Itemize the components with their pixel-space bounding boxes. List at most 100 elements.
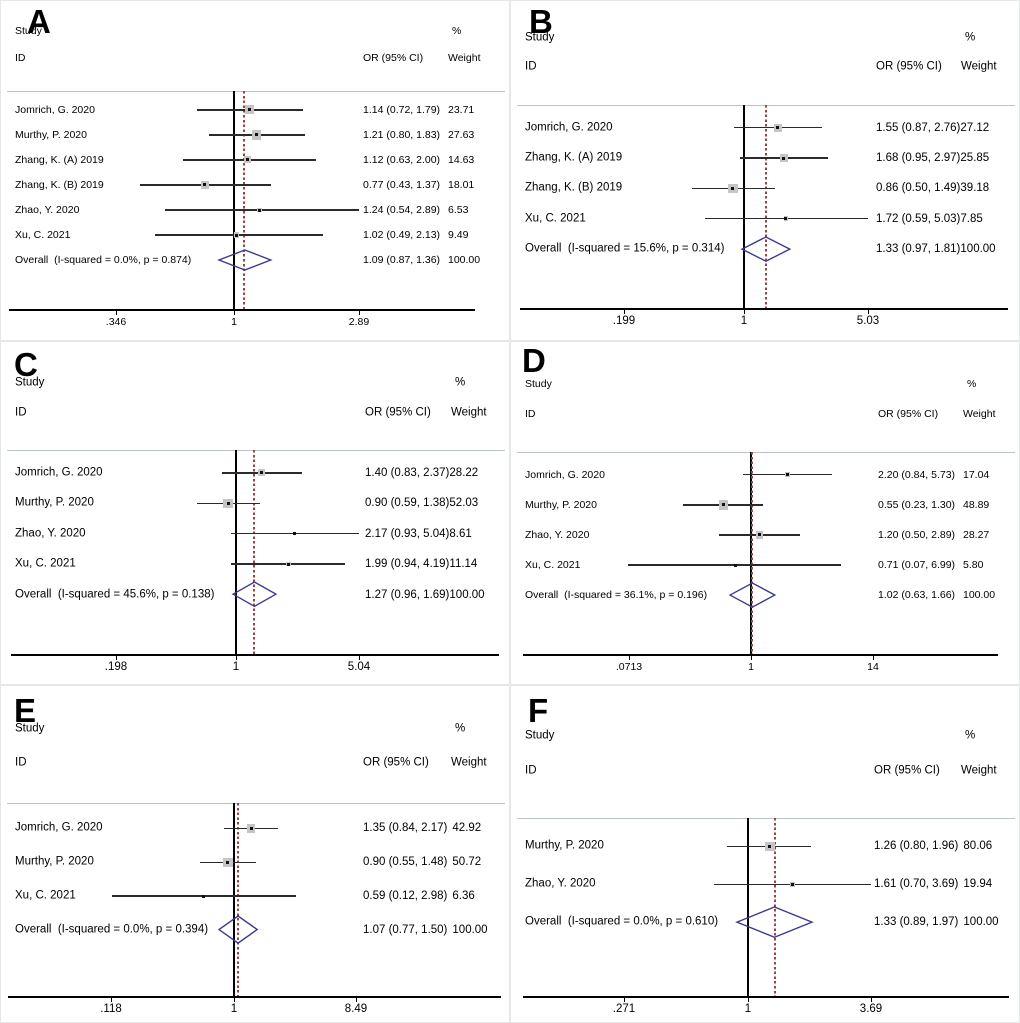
overall-diamond-shape (728, 582, 776, 609)
overall-label: Overall (I-squared = 15.6%, p = 0.314) (525, 242, 725, 255)
weight-header: Weight (961, 60, 997, 73)
overall-diamond-shape (735, 906, 814, 939)
point-estimate-dot (768, 844, 772, 848)
weight-value: 100.00 (963, 589, 996, 602)
weight-value: 6.36 (452, 890, 475, 903)
effect-text-row: 1.09 (0.87, 1.36) (363, 254, 440, 266)
weight-value: 18.01 (448, 178, 475, 191)
effect-text-row: 1.02 (0.63, 1.66) (878, 589, 955, 601)
effect-text-row: 1.07 (0.77, 1.50) 100.00 (363, 924, 488, 936)
percent-header: % (965, 729, 976, 742)
overall-label: Overall (I-squared = 45.6%, p = 0.138) (15, 588, 215, 601)
panel-letter: A (27, 3, 51, 40)
or-ci-value: 1.02 (0.49, 2.13) (363, 229, 441, 242)
or-ci-value: 1.07 (0.77, 1.50) (363, 923, 448, 936)
x-tick-label: 1 (230, 1003, 238, 1015)
or-ci-value: 1.21 (0.80, 1.83) (363, 128, 441, 141)
null-effect-line (743, 105, 745, 308)
or-ci-header: OR (95% CI) (365, 406, 431, 419)
effect-text-row: 1.20 (0.50, 2.89) (878, 529, 955, 541)
effect-text-row: 1.68 (0.95, 2.97) 25.85 (876, 152, 989, 164)
effect-text-row: 1.61 (0.70, 3.69) 19.94 (874, 878, 992, 890)
or-ci-value: 1.27 (0.96, 1.69) (365, 588, 450, 601)
header-rule (7, 450, 505, 451)
or-ci-value: 0.55 (0.23, 1.30) (878, 498, 956, 511)
or-ci-value: 0.59 (0.12, 2.98) (363, 890, 448, 903)
x-tick-label: 14 (867, 661, 879, 673)
point-estimate-dot (757, 533, 761, 537)
x-axis-line (520, 308, 1008, 310)
x-axis-line (9, 309, 475, 311)
study-label: Xu, C. 2021 (15, 889, 76, 902)
point-estimate-dot (286, 562, 290, 566)
effect-text-row: 0.59 (0.12, 2.98) 6.36 (363, 890, 475, 902)
weight-value: 9.49 (448, 229, 469, 242)
x-tick-label: 3.69 (859, 1003, 883, 1015)
or-ci-value: 1.24 (0.54, 2.89) (363, 204, 441, 217)
study-header-line1: Study (525, 377, 552, 390)
or-ci-value: 1.35 (0.84, 2.17) (363, 822, 448, 835)
or-ci-value: 1.40 (0.83, 2.37) (365, 466, 450, 479)
x-axis-tick (355, 998, 357, 1002)
effect-text-row: 0.90 (0.55, 1.48) 50.72 (363, 856, 481, 868)
point-estimate-dot (791, 882, 795, 886)
effect-text-row: 1.26 (0.80, 1.96) 80.06 (874, 840, 992, 852)
study-header-line2: ID (15, 51, 26, 64)
panel-letter: E (14, 692, 37, 729)
or-ci-value: 1.33 (0.89, 1.97) (874, 916, 959, 929)
overall-diamond (216, 249, 273, 271)
overall-dashed-line (765, 105, 767, 308)
percent-header: % (967, 377, 977, 390)
weight-value: 23.71 (448, 103, 475, 116)
x-axis-tick (110, 998, 112, 1002)
point-estimate-dot (226, 501, 230, 505)
study-header-line2: ID (15, 406, 27, 419)
ci-line (165, 209, 359, 211)
study-label: Zhang, K. (A) 2019 (525, 151, 623, 164)
effect-text-row: 2.17 (0.93, 5.04) 8.61 (365, 528, 472, 540)
overall-diamond-shape (217, 915, 259, 945)
effect-text-row: 1.40 (0.83, 2.37) 28.22 (365, 467, 478, 479)
point-estimate-dot (257, 208, 261, 212)
weight-value: 100.00 (448, 254, 481, 267)
x-tick-label: .118 (100, 1003, 122, 1015)
or-ci-header: OR (95% CI) (363, 756, 429, 769)
study-label: Murthy, P. 2020 (15, 496, 94, 509)
x-tick-label: 8.49 (344, 1003, 368, 1015)
overall-diamond-shape (216, 249, 273, 271)
null-effect-line (233, 91, 235, 309)
panel-a: A Study ID% OR (95% CI) Weight .346 1 2.89 Jomri… (0, 0, 510, 341)
study-label: Jomrich, G. 2020 (525, 468, 605, 481)
effect-text-row: 0.71 (0.07, 6.99) (878, 559, 955, 571)
header-rule (517, 818, 1015, 819)
point-estimate-dot (249, 826, 253, 830)
study-header-line1: Study (15, 24, 42, 37)
null-effect-line (750, 452, 752, 654)
point-estimate-dot (293, 532, 297, 536)
effect-text-row: 1.21 (0.80, 1.83) (363, 129, 440, 141)
weight-value: 48.89 (963, 498, 990, 511)
x-axis-tick (233, 998, 235, 1002)
panel-c: C Study ID% OR (95% CI) Weight .198 1 5.04 Jomri… (0, 341, 510, 685)
or-ci-value: 0.90 (0.55, 1.48) (363, 856, 448, 869)
weight-value: 14.63 (448, 153, 475, 166)
study-label: Xu, C. 2021 (525, 212, 586, 224)
x-axis-tick (743, 310, 745, 314)
panel-f: F Study ID% OR (95% CI) Weight .271 1 3.69 Murth… (510, 685, 1020, 1023)
study-label: Jomrich, G. 2020 (15, 466, 103, 479)
point-estimate-dot (785, 473, 789, 477)
study-label: Murthy, P. 2020 (15, 128, 87, 141)
study-label: Zhao, Y. 2020 (525, 528, 590, 541)
or-ci-value: 1.14 (0.72, 1.79) (363, 103, 441, 116)
study-header-line1: Study (525, 31, 555, 44)
study-header-line2: ID (525, 60, 537, 73)
header-rule (517, 452, 1015, 453)
or-ci-header: OR (95% CI) (878, 407, 939, 420)
or-ci-header: OR (95% CI) (363, 51, 424, 64)
overall-diamond (728, 582, 776, 609)
x-tick-label: .346 (105, 316, 127, 328)
weight-value: 50.72 (452, 856, 482, 869)
null-effect-line (233, 803, 235, 996)
point-estimate-dot (245, 158, 249, 162)
